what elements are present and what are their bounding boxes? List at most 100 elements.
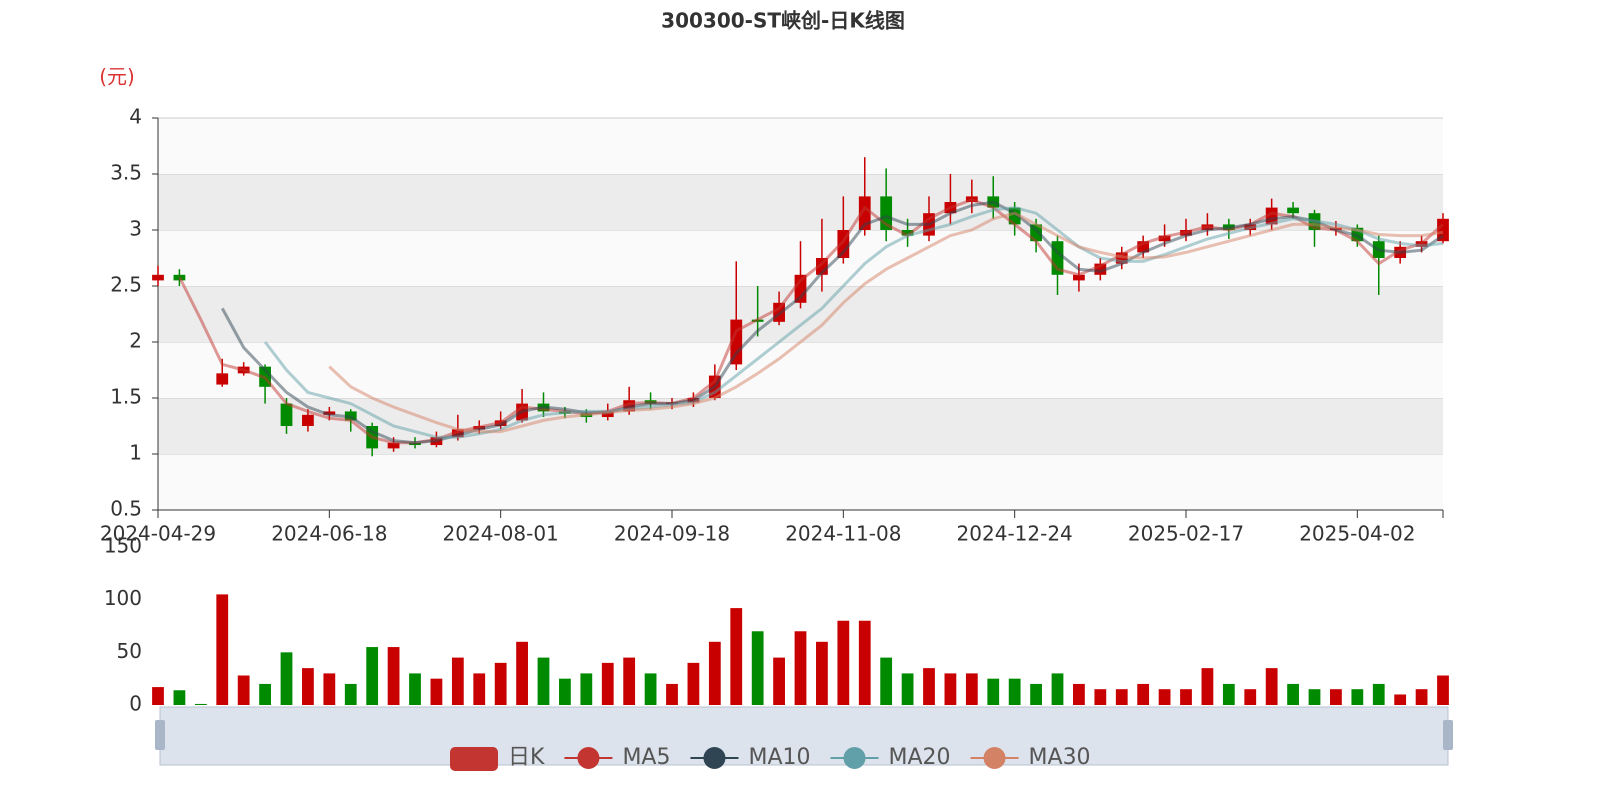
volume-bar	[194, 703, 207, 705]
y-tick-label: 1.5	[110, 385, 142, 409]
volume-bar	[237, 675, 250, 705]
candle-body	[1094, 263, 1107, 275]
grid-band	[158, 342, 1443, 398]
legend-label[interactable]: MA20	[889, 745, 951, 770]
volume-bar	[451, 657, 464, 705]
candle-body	[302, 414, 314, 426]
volume-bar	[216, 594, 229, 705]
y-unit: (元)	[99, 65, 135, 89]
y-tick-label: 0	[129, 692, 142, 716]
candle-body	[1030, 224, 1042, 242]
volume-bar	[473, 673, 486, 705]
volume-bar	[1244, 689, 1257, 705]
volume-bar	[1394, 694, 1407, 705]
volume-bar	[1287, 683, 1299, 705]
volume-bar	[344, 683, 357, 705]
x-tick-label: 2024-04-29	[100, 522, 216, 546]
volume-bar	[837, 620, 850, 705]
volume-bar	[944, 673, 957, 705]
legend-label[interactable]: 日K	[508, 745, 545, 770]
volume-bar	[773, 657, 785, 705]
volume-bar	[1437, 675, 1449, 705]
ma-line	[263, 206, 1444, 439]
legend-swatch	[983, 747, 1006, 769]
y-tick-label: 0.5	[110, 497, 142, 521]
volume-bar	[537, 657, 550, 705]
volume-bar	[901, 673, 914, 705]
volume-bar	[1415, 689, 1428, 705]
x-tick-label: 2024-11-08	[785, 522, 901, 546]
volume-bar	[794, 631, 807, 705]
y-tick-label: 100	[104, 586, 142, 610]
legend-swatch	[577, 747, 600, 769]
volume-bar	[623, 657, 636, 705]
volume-bar	[409, 673, 421, 705]
ma-line	[178, 198, 1444, 445]
volume-bar	[1201, 668, 1214, 705]
candle-body	[901, 230, 914, 236]
legend-label[interactable]: MA30	[1029, 745, 1091, 770]
y-tick-label: 50	[117, 639, 142, 663]
candle-body	[880, 196, 893, 230]
volume-bar	[1308, 689, 1321, 705]
candle-body	[730, 319, 743, 365]
volume-bar	[601, 662, 614, 705]
volume-bar	[880, 657, 893, 705]
volume-bar	[858, 620, 871, 705]
volume-bar	[1180, 689, 1192, 705]
candle-body	[1287, 207, 1299, 214]
volume-bar	[923, 668, 935, 705]
zoom-handle[interactable]	[155, 720, 165, 750]
y-tick-label: 4	[129, 105, 142, 129]
y-tick-label: 1	[129, 441, 142, 465]
volume-bar	[1137, 683, 1150, 705]
volume-bar	[1051, 673, 1064, 705]
y-tick-label: 2	[129, 329, 142, 353]
candle-body	[1137, 241, 1150, 253]
volume-bar	[280, 652, 293, 705]
candle-body	[216, 373, 229, 385]
x-tick-label: 2024-09-18	[614, 522, 730, 546]
volume-bar	[302, 668, 314, 705]
volume-bar	[259, 683, 271, 705]
zoom-slider[interactable]	[159, 706, 1449, 766]
candle-body	[794, 274, 807, 303]
volume-bar	[687, 662, 700, 705]
y-tick-label: 3.5	[110, 161, 142, 185]
y-tick-label: 3	[129, 217, 142, 241]
legend-swatch	[703, 747, 726, 769]
volume-bar	[366, 647, 379, 705]
volume-bar	[580, 673, 593, 705]
volume-bar	[1030, 683, 1042, 705]
volume-bar	[1372, 683, 1385, 705]
ma-line	[328, 211, 1444, 434]
volume-bar	[173, 690, 186, 705]
volume-bar	[1351, 689, 1364, 705]
candle-body	[837, 230, 850, 258]
volume-bar	[644, 673, 657, 705]
candle-body	[387, 442, 400, 449]
volume-bar	[1008, 678, 1021, 705]
candle-body	[1158, 235, 1171, 242]
zoom-handle[interactable]	[1443, 720, 1453, 750]
x-tick-label: 2024-06-18	[271, 522, 387, 546]
volume-bar	[816, 641, 828, 705]
y-tick-label: 2.5	[110, 273, 142, 297]
candle-body	[601, 411, 614, 418]
x-tick-label: 2025-04-02	[1299, 522, 1415, 546]
volume-bar	[965, 673, 978, 705]
x-tick-label: 2024-12-24	[957, 522, 1073, 546]
candle-body	[816, 258, 828, 275]
candle-body	[858, 196, 871, 230]
y-tick-label: 150	[104, 534, 142, 558]
chart-title: 300300-ST峡创-日K线图	[661, 9, 905, 33]
volume-bar	[387, 647, 400, 705]
x-tick-label: 2024-08-01	[443, 522, 559, 546]
candle-body	[1265, 207, 1278, 225]
legend-label[interactable]: MA10	[748, 745, 810, 770]
grid-band	[158, 454, 1443, 510]
volume-bar	[1265, 668, 1278, 705]
volume-bar	[1330, 689, 1342, 705]
legend-label[interactable]: MA5	[622, 745, 670, 770]
